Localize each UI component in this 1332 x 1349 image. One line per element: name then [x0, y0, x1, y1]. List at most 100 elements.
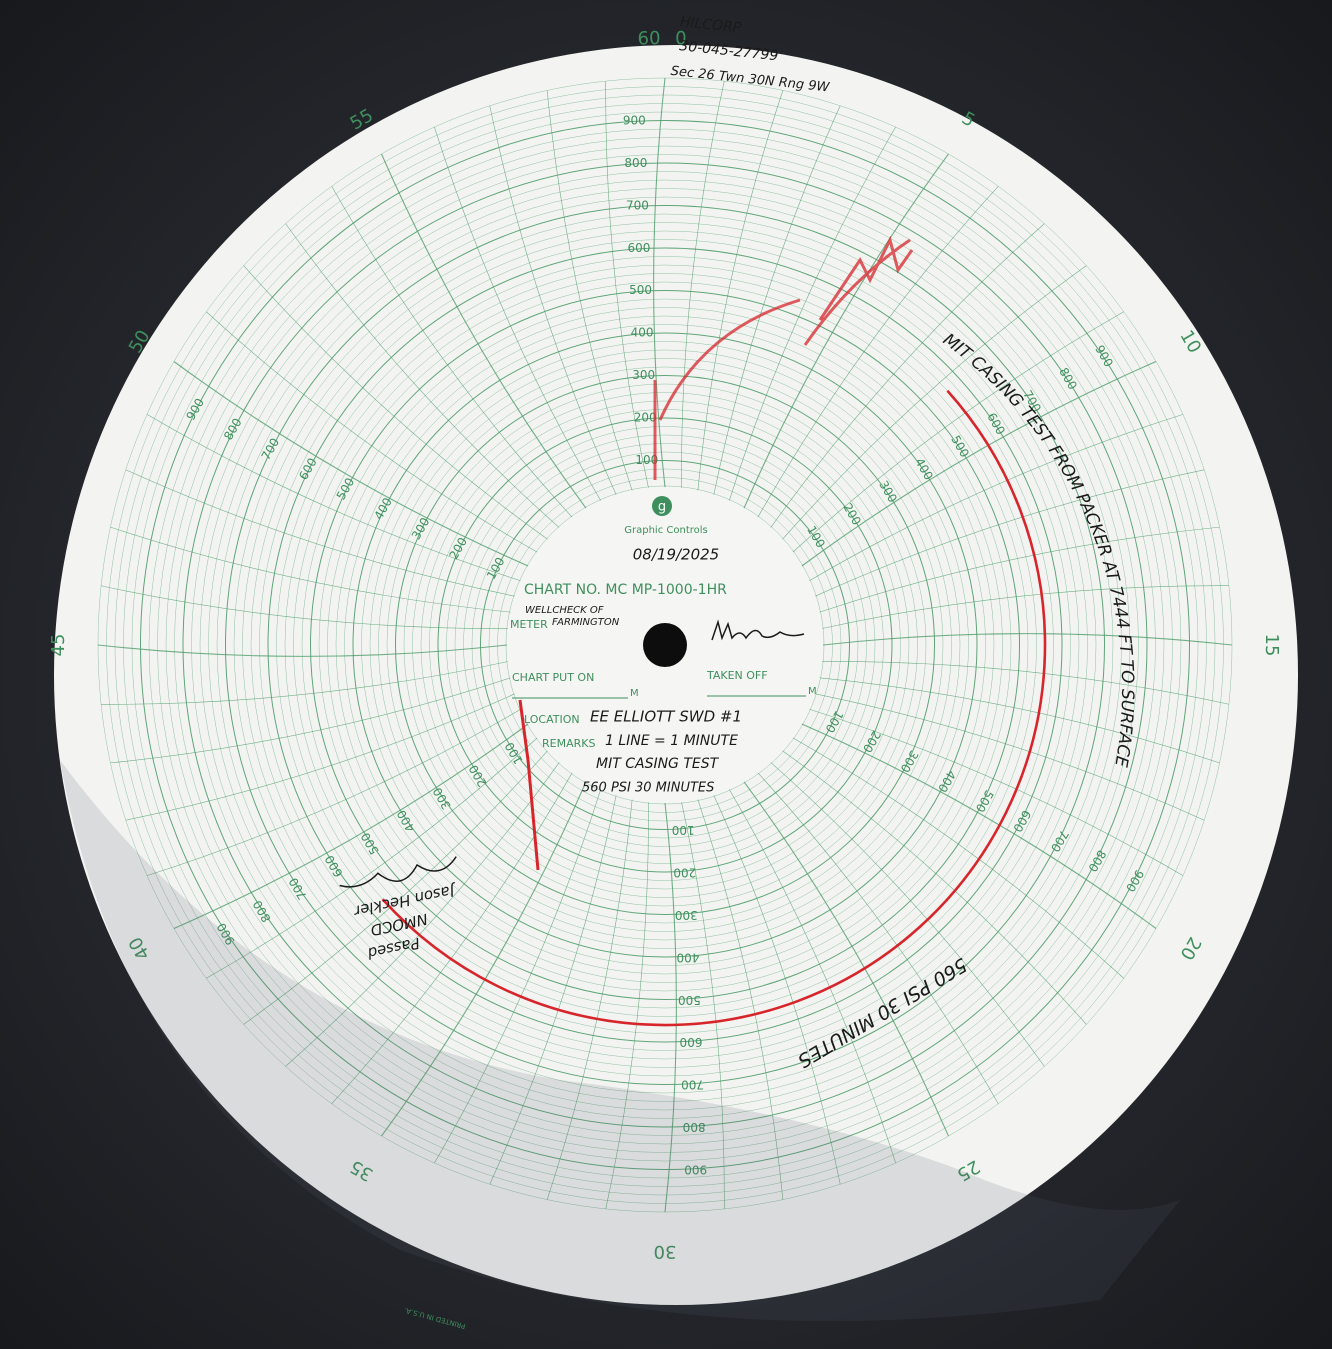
remarks: 560 PSI 30 MINUTES: [582, 781, 714, 796]
grid-circle: [395, 375, 935, 915]
minor-minute-line: [729, 789, 896, 1164]
minor-minute-line: [681, 81, 725, 488]
minor-minute-line: [713, 105, 841, 495]
taken-off-label: TAKEN OFF: [706, 669, 768, 682]
pressure-label: 400: [631, 326, 654, 340]
minor-grid-circle: [157, 137, 1173, 1153]
minor-minute-line: [757, 772, 999, 1104]
operator: HILCORP: [679, 14, 742, 36]
pressure-label: 400: [676, 950, 699, 964]
location-value: EE ELLIOTT SWD #1: [590, 708, 742, 726]
meter-value: FARMINGTON: [552, 617, 620, 628]
minor-grid-circle: [259, 239, 1071, 1051]
minor-minute-line: [546, 799, 633, 1200]
minor-grid-circle: [106, 86, 1224, 1204]
pressure-label: 300: [632, 368, 655, 382]
minor-minute-line: [815, 693, 1205, 821]
date: 08/19/2025: [633, 546, 719, 564]
remarks: 1 LINE = 1 MINUTE: [605, 733, 738, 749]
minor-minute-line: [809, 414, 1184, 581]
minute-line: [664, 802, 677, 1213]
minor-grid-circle: [276, 256, 1054, 1034]
minor-minute-line: [285, 762, 560, 1067]
minor-minute-line: [489, 795, 617, 1185]
minor-grid-circle: [250, 230, 1080, 1060]
minute-line: [653, 77, 666, 488]
pressure-label: 100: [672, 823, 695, 837]
minor-minute-line: [434, 789, 602, 1164]
grid: [97, 77, 1233, 1213]
minor-minute-line: [605, 802, 649, 1209]
minor-grid-circle: [148, 128, 1182, 1162]
grid-circle: [437, 417, 893, 873]
minor-minute-line: [605, 81, 649, 488]
minor-minute-line: [546, 90, 633, 491]
meter-value: WELLCHECK OF: [525, 605, 604, 616]
minor-minute-line: [792, 737, 1124, 979]
minor-minute-line: [782, 265, 1087, 540]
grid-circle: [480, 460, 850, 830]
minor-grid-circle: [327, 307, 1003, 983]
minor-grid-circle: [471, 451, 859, 839]
minor-minute-line: [243, 265, 548, 540]
minor-grid-circle: [216, 196, 1114, 1094]
pressure-label: 700: [681, 1078, 704, 1092]
pressure-label: 200: [673, 865, 696, 879]
minor-minute-line: [146, 414, 521, 582]
minor-minute-line: [822, 661, 1229, 705]
minor-minute-line: [101, 661, 508, 705]
minor-minute-line: [125, 693, 515, 821]
minor-grid-circle: [412, 392, 918, 898]
location-label: LOCATION: [524, 713, 580, 726]
minute-line: [380, 153, 587, 509]
minute-line: [743, 781, 950, 1137]
m-label: M: [630, 688, 639, 699]
minute-label: 15: [1261, 634, 1282, 657]
minor-minute-line: [819, 526, 1220, 613]
minor-grid-circle: [191, 171, 1139, 1119]
minute-label: 30: [654, 1241, 677, 1262]
grid-circle: [352, 332, 978, 958]
m-label: M: [808, 686, 817, 697]
minor-grid-circle: [242, 222, 1088, 1068]
minor-minute-line: [757, 186, 999, 518]
pressure-label: 600: [680, 1035, 703, 1049]
chart-no: CHART NO. MC MP-1000-1HR: [524, 582, 727, 598]
minor-grid-circle: [335, 315, 995, 975]
center-hole: [643, 623, 687, 667]
minor-minute-line: [782, 750, 1087, 1025]
grid-circle: [140, 120, 1190, 1170]
minor-minute-line: [822, 585, 1229, 629]
center-text: g Graphic Controls 08/19/2025 CHART NO. …: [510, 496, 817, 796]
minor-grid-circle: [361, 341, 969, 949]
minor-grid-circle: [301, 281, 1029, 1009]
logo: g: [658, 500, 666, 515]
minute-label: 45: [48, 634, 69, 657]
pressure-label: 800: [624, 156, 647, 170]
pressure-trace: [381, 389, 1047, 1027]
pressure-label: 500: [629, 283, 652, 297]
minor-grid-circle: [208, 188, 1122, 1102]
minor-minute-line: [770, 762, 1045, 1067]
minor-grid-circle: [369, 349, 961, 941]
minor-grid-circle: [199, 179, 1131, 1111]
remarks: MIT CASING TEST: [596, 756, 720, 772]
minor-minute-line: [713, 795, 841, 1185]
shadow: [60, 760, 1180, 1322]
minor-grid-circle: [344, 324, 986, 966]
minor-grid-circle: [420, 400, 910, 890]
grid-circle: [310, 290, 1020, 1000]
minor-minute-line: [434, 126, 601, 501]
minor-minute-line: [110, 677, 511, 764]
pressure-label: 100: [635, 453, 658, 467]
logo-mark: [652, 496, 672, 516]
minute-line: [173, 361, 529, 567]
minor-minute-line: [792, 311, 1124, 553]
minute-line: [801, 723, 1157, 929]
minor-minute-line: [819, 677, 1220, 764]
witness-signature: [339, 856, 457, 888]
minor-minute-line: [110, 526, 511, 613]
minor-minute-line: [243, 750, 548, 1025]
remarks-label: REMARKS: [542, 737, 595, 750]
pen-drop: [518, 699, 540, 871]
